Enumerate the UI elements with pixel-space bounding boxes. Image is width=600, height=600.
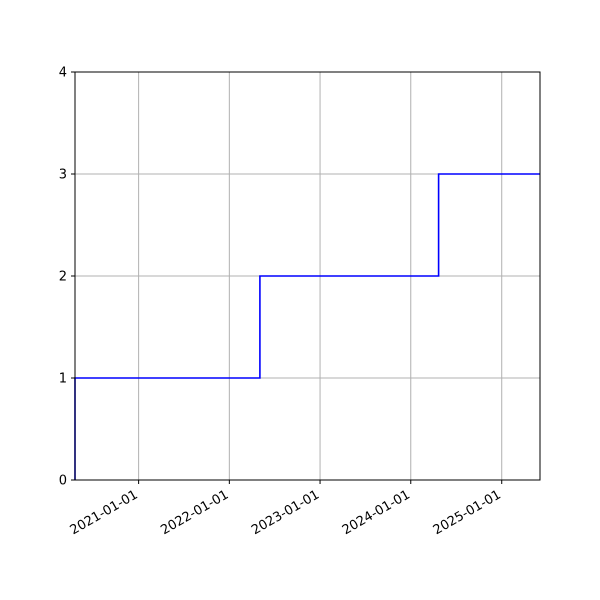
tick-marks (71, 71, 503, 484)
x-tick-label: 2021-01-01 (68, 487, 141, 538)
x-tick-label: 2022-01-01 (158, 487, 231, 538)
y-tick-label: 1 (59, 372, 67, 387)
x-tick-label: 2024-01-01 (340, 487, 413, 538)
tick-labels: 2021-01-01 2022-01-01 2023-01-01 2024-01-01… (59, 66, 504, 539)
x-tick-label: 2023-01-01 (249, 487, 322, 538)
y-tick-label: 2 (59, 270, 67, 285)
y-tick-label: 0 (59, 474, 67, 489)
step-series-line (74, 173, 540, 480)
y-tick-label: 4 (59, 66, 67, 81)
series-layer (74, 173, 540, 480)
y-tick-label: 3 (59, 168, 67, 183)
x-tick-label: 2025-01-01 (431, 487, 504, 538)
